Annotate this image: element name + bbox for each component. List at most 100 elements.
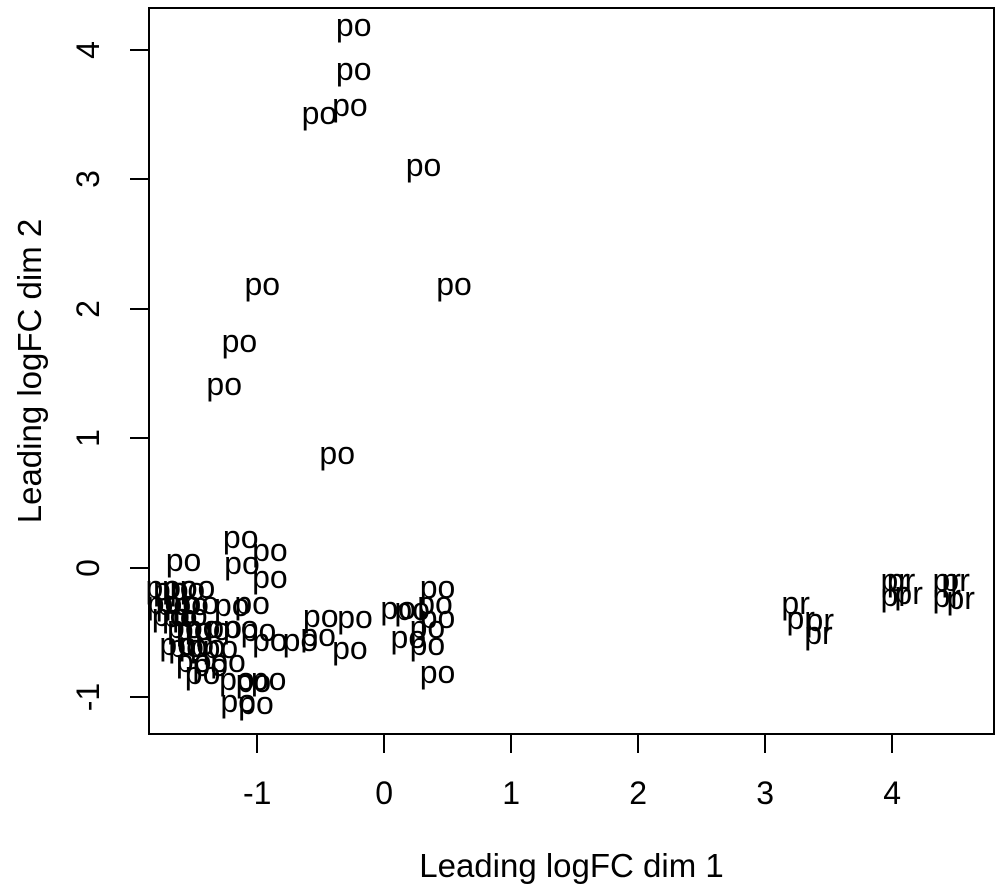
x-tick-label: -1 (242, 775, 272, 811)
y-tick-label: 2 (70, 299, 106, 318)
x-tick-label: 0 (375, 775, 394, 811)
x-tick-label: 2 (629, 775, 648, 811)
data-point-label-po: po (302, 597, 339, 634)
data-point-label-po: po (210, 643, 246, 680)
data-point-label-po: po (161, 569, 198, 606)
data-point-label-pr: pr (932, 578, 961, 615)
data-point-label-pr: pr (941, 561, 970, 598)
data-point-label-po: po (153, 570, 189, 607)
x-tick-label: 1 (502, 775, 521, 811)
data-point-label-po: po (252, 558, 288, 595)
y-tick-label: 4 (70, 40, 106, 59)
data-point-label-pr: pr (781, 584, 810, 621)
data-point-label-po: po (179, 569, 216, 606)
data-point-label-po: po (168, 627, 204, 664)
data-point-label-po: po (172, 596, 208, 633)
data-point-label-po: po (234, 584, 270, 621)
data-point-label-po: po (244, 266, 281, 303)
data-point-label-pr: pr (932, 561, 961, 598)
x-axis-tick-mark (256, 735, 259, 753)
data-point-label-po: po (222, 609, 259, 646)
data-point-label-po: po (214, 587, 250, 624)
data-point-label-po: po (332, 630, 368, 667)
data-point-label-po: po (184, 654, 221, 691)
plot-box (148, 7, 995, 735)
data-point-label-po: po (175, 610, 212, 647)
data-point-label-po: po (169, 570, 206, 607)
data-point-label-po: po (380, 590, 416, 627)
data-point-label-po: po (175, 643, 212, 680)
data-point-label-po: po (394, 591, 430, 628)
data-point-label-po: po (417, 584, 453, 621)
y-axis-tick-mark (130, 696, 148, 699)
data-point-label-po: po (192, 647, 229, 684)
x-axis-title: Leading logFC dim 1 (419, 847, 724, 884)
data-point-label-po: po (202, 628, 239, 665)
data-point-label-po: po (224, 544, 260, 581)
data-point-label-po: po (221, 323, 258, 360)
data-point-label-po: po (173, 586, 209, 623)
data-point-label-pr: pr (886, 561, 916, 598)
data-point-label-po: po (220, 683, 256, 720)
y-axis-tick-mark (130, 48, 148, 51)
x-tick-label: 3 (756, 775, 775, 811)
data-point-label-po: po (235, 662, 272, 699)
data-point-label-po: po (300, 617, 336, 654)
y-axis-tick-mark (130, 178, 148, 181)
data-point-label-po: po (335, 7, 372, 44)
data-point-label-po: po (184, 609, 221, 646)
y-tick-label: 0 (70, 559, 106, 577)
data-point-label-po: po (194, 610, 231, 647)
x-axis-tick-mark (383, 735, 386, 753)
data-point-label-po: po (183, 584, 220, 621)
data-point-label-po: po (165, 542, 202, 579)
x-tick-label: 4 (883, 775, 902, 811)
data-point-label-po: po (250, 661, 287, 698)
data-point-label-po: po (405, 147, 442, 184)
data-point-label-pr: pr (894, 574, 923, 611)
data-point-label-po: po (282, 622, 319, 659)
data-point-label-po: po (219, 661, 255, 698)
data-point-label-pr: pr (946, 579, 975, 616)
data-point-label-po: po (167, 609, 203, 646)
y-tick-label: -1 (70, 683, 106, 712)
y-axis-tick-mark (130, 437, 148, 440)
data-point-label-po: po (178, 626, 215, 663)
data-point-label-po: po (151, 596, 188, 633)
data-point-label-po: po (409, 609, 446, 646)
data-point-label-pr: pr (880, 577, 909, 614)
data-point-label-po: po (319, 434, 355, 471)
data-point-label-po: po (332, 87, 368, 124)
data-point-label-po: po (390, 618, 427, 655)
data-point-label-po: po (161, 597, 198, 634)
y-axis-tick-mark (130, 307, 148, 310)
data-point-label-pr: pr (805, 601, 834, 638)
data-point-label-pr: pr (786, 600, 815, 637)
data-point-label-po: po (206, 609, 242, 646)
data-point-label-po: po (159, 626, 195, 663)
x-axis-tick-mark (637, 735, 640, 753)
y-axis-tick-mark (130, 566, 148, 569)
data-point-label-po: po (145, 569, 182, 606)
data-point-label-po: po (419, 599, 456, 636)
data-point-label-po: po (419, 653, 456, 690)
data-point-label-po: po (238, 684, 274, 721)
y-axis-title: Leading logFC dim 2 (11, 218, 48, 524)
y-tick-label: 1 (70, 429, 106, 448)
data-point-label-po: po (252, 622, 288, 659)
data-point-label-pr: pr (804, 614, 833, 651)
data-point-label-po: po (189, 627, 226, 664)
x-axis-tick-mark (764, 735, 767, 753)
data-point-label-pr: pr (880, 561, 909, 598)
data-point-label-po: po (252, 531, 288, 568)
data-point-label-po: po (222, 518, 259, 555)
data-point-label-po: po (146, 584, 183, 621)
data-point-label-po: po (206, 365, 242, 402)
data-point-label-po: po (240, 612, 277, 649)
data-point-label-po: po (419, 569, 456, 606)
data-point-label-po: po (436, 266, 472, 303)
y-tick-label: 3 (70, 170, 106, 189)
data-point-label-po: po (164, 584, 201, 621)
data-point-label-po: po (335, 51, 372, 88)
